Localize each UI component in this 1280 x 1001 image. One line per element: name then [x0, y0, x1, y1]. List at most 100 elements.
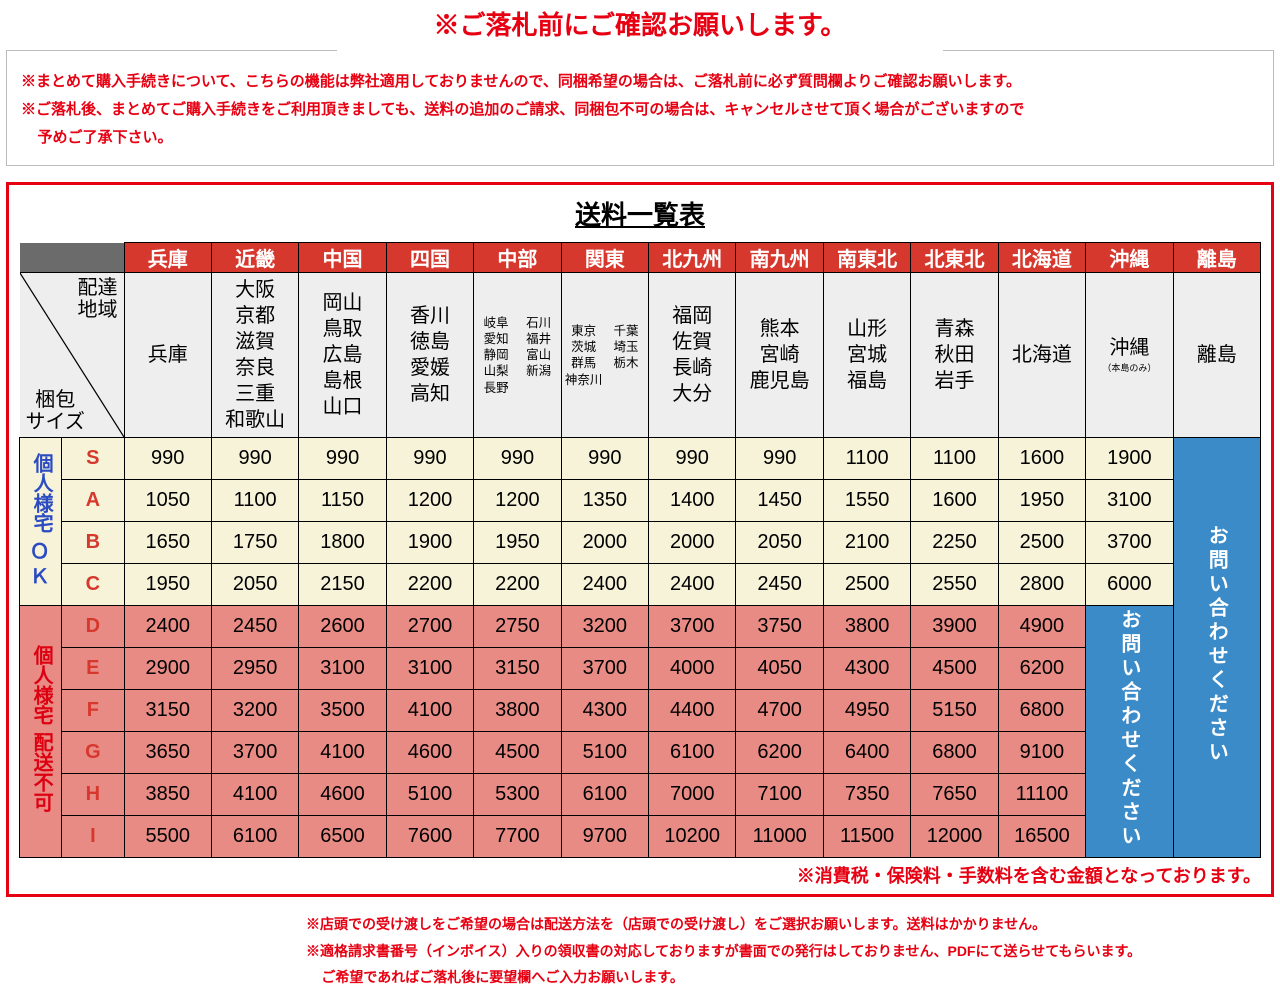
price-cell: 990: [649, 438, 736, 480]
size-label: H: [62, 774, 124, 816]
price-cell: 3150: [474, 648, 561, 690]
price-cell: 2250: [911, 522, 998, 564]
bottom-note-3: ご希望であればご落札後に要望欄へご入力お願いします。: [306, 964, 1274, 991]
table-footnote: ※消費税・保険料・手数料を含む金額となっております。: [19, 862, 1261, 888]
price-cell: 1950: [124, 564, 211, 606]
price-cell: 990: [561, 438, 648, 480]
size-label: S: [62, 438, 124, 480]
diagonal-header: 配達地域 梱包サイズ: [20, 273, 125, 438]
price-cell: 1800: [299, 522, 386, 564]
notice-line-2: ※ご落札後、まとめてご購入手続きをご利用頂きましても、送料の追加のご請求、同梱包…: [21, 96, 1259, 124]
price-cell: 4100: [386, 690, 473, 732]
pref-cell: 山形宮城福島: [823, 273, 910, 438]
notice-line-2b: 予めご了承下さい。: [21, 124, 1259, 152]
price-cell: 3100: [1086, 480, 1173, 522]
bottom-notes: ※店頭での受け渡しをご希望の場合は配送方法を（店頭での受け渡し）をご選択お願いし…: [6, 911, 1274, 991]
contact-cell-okinawa: お問い合わせください: [1086, 606, 1173, 858]
price-cell: 2400: [649, 564, 736, 606]
price-cell: 4900: [998, 606, 1085, 648]
region-header: 離島: [1173, 243, 1260, 273]
price-cell: 2500: [998, 522, 1085, 564]
price-cell: 3500: [299, 690, 386, 732]
size-label: A: [62, 480, 124, 522]
price-cell: 7650: [911, 774, 998, 816]
price-cell: 1350: [561, 480, 648, 522]
price-cell: 2050: [736, 522, 823, 564]
price-cell: 6100: [561, 774, 648, 816]
price-cell: 4500: [911, 648, 998, 690]
price-cell: 2750: [474, 606, 561, 648]
size-label: C: [62, 564, 124, 606]
notice-line-1: ※まとめて購入手続きについて、こちらの機能は弊社適用しておりませんので、同梱希望…: [21, 68, 1259, 96]
bottom-note-1: ※店頭での受け渡しをご希望の場合は配送方法を（店頭での受け渡し）をご選択お願いし…: [306, 911, 1274, 938]
price-cell: 2200: [474, 564, 561, 606]
price-cell: 7000: [649, 774, 736, 816]
pref-cell: 香川徳島愛媛高知: [386, 273, 473, 438]
table-title: 送料一覧表: [19, 195, 1261, 232]
price-cell: 1600: [911, 480, 998, 522]
rate-table-frame: 送料一覧表 兵庫近畿中国四国中部関東北九州南九州南東北北東北北海道沖縄離島 配達…: [6, 182, 1274, 897]
price-cell: 12000: [911, 816, 998, 858]
price-cell: 1100: [911, 438, 998, 480]
price-cell: 4500: [474, 732, 561, 774]
price-cell: 2450: [736, 564, 823, 606]
price-cell: 2700: [386, 606, 473, 648]
price-cell: 6200: [998, 648, 1085, 690]
price-cell: 6500: [299, 816, 386, 858]
region-header: 北東北: [911, 243, 998, 273]
price-cell: 1650: [124, 522, 211, 564]
price-cell: 6400: [823, 732, 910, 774]
price-cell: 6100: [649, 732, 736, 774]
price-cell: 3700: [211, 732, 298, 774]
price-cell: 3900: [911, 606, 998, 648]
region-header: 南九州: [736, 243, 823, 273]
price-cell: 1200: [474, 480, 561, 522]
price-cell: 6000: [1086, 564, 1173, 606]
price-cell: 9100: [998, 732, 1085, 774]
price-cell: 4300: [561, 690, 648, 732]
rate-table: 兵庫近畿中国四国中部関東北九州南九州南東北北東北北海道沖縄離島 配達地域 梱包サ…: [19, 242, 1261, 858]
price-cell: 11100: [998, 774, 1085, 816]
price-cell: 1100: [823, 438, 910, 480]
pref-cell: 離島: [1173, 273, 1260, 438]
bottom-note-2: ※適格請求書番号（インボイス）入りの領収書の対応しておりますが書面での発行はして…: [306, 938, 1274, 965]
price-cell: 4600: [386, 732, 473, 774]
price-cell: 1950: [474, 522, 561, 564]
price-cell: 990: [736, 438, 823, 480]
price-cell: 2500: [823, 564, 910, 606]
price-cell: 1150: [299, 480, 386, 522]
region-header: 近畿: [211, 243, 298, 273]
price-cell: 3800: [474, 690, 561, 732]
price-cell: 3650: [124, 732, 211, 774]
notice-box: ※まとめて購入手続きについて、こちらの機能は弊社適用しておりませんので、同梱希望…: [6, 50, 1274, 166]
price-cell: 3100: [386, 648, 473, 690]
side-label-ng: 個人様宅 配送不可: [20, 606, 62, 858]
price-cell: 5100: [386, 774, 473, 816]
price-cell: 4000: [649, 648, 736, 690]
region-header: 沖縄: [1086, 243, 1173, 273]
price-cell: 990: [474, 438, 561, 480]
price-cell: 990: [386, 438, 473, 480]
pref-cell: 東京千葉茨城埼玉群馬栃木神奈川: [561, 273, 648, 438]
price-cell: 990: [124, 438, 211, 480]
price-cell: 4300: [823, 648, 910, 690]
price-cell: 3750: [736, 606, 823, 648]
price-cell: 3700: [561, 648, 648, 690]
price-cell: 1950: [998, 480, 1085, 522]
corner-cell: [20, 243, 125, 273]
price-cell: 2000: [649, 522, 736, 564]
side-label-ok: 個人様宅ＯＫ: [20, 438, 62, 606]
price-cell: 2100: [823, 522, 910, 564]
pref-cell: 青森秋田岩手: [911, 273, 998, 438]
region-header: 関東: [561, 243, 648, 273]
region-header: 北海道: [998, 243, 1085, 273]
price-cell: 1200: [386, 480, 473, 522]
price-cell: 1400: [649, 480, 736, 522]
price-cell: 2800: [998, 564, 1085, 606]
price-cell: 4400: [649, 690, 736, 732]
price-cell: 7350: [823, 774, 910, 816]
size-label: B: [62, 522, 124, 564]
price-cell: 3850: [124, 774, 211, 816]
pref-cell: 沖縄（本島のみ）: [1086, 273, 1173, 438]
region-header: 中部: [474, 243, 561, 273]
